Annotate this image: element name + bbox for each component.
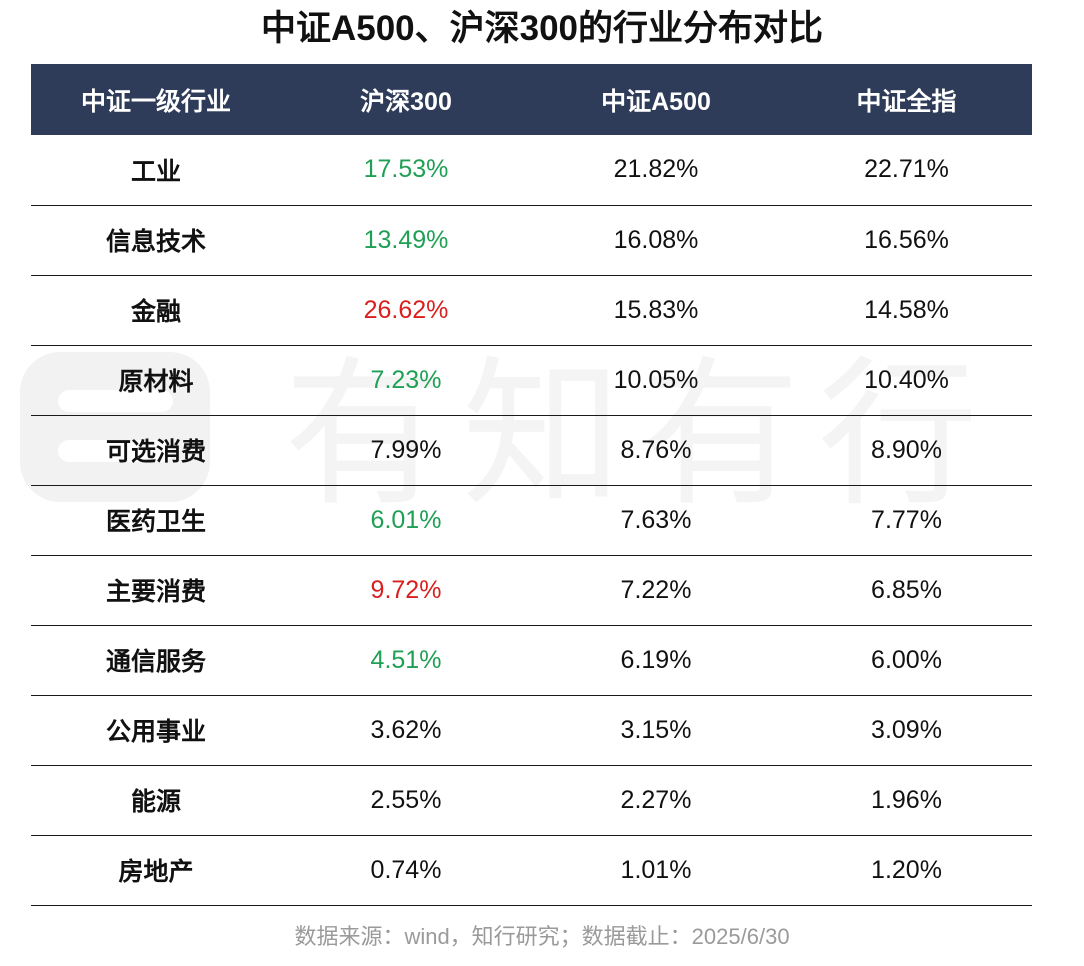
a500-value-cell: 6.19% <box>531 625 781 696</box>
a500-value-cell: 8.76% <box>531 415 781 486</box>
table-row: 通信服务 4.51% 6.19% 6.00% <box>31 625 1032 696</box>
all-index-value-cell: 7.77% <box>781 485 1032 556</box>
table-row: 工业 17.53% 21.82% 22.71% <box>31 135 1032 206</box>
a500-value-cell: 2.27% <box>531 765 781 836</box>
industry-cell: 公用事业 <box>31 695 281 766</box>
column-header-a500: 中证A500 <box>601 87 711 116</box>
hs300-value-cell: 7.99% <box>281 415 531 486</box>
table-body: 工业 17.53% 21.82% 22.71% 信息技术 13.49% 16.08% 16.5… <box>31 135 1032 906</box>
hs300-value-cell: 7.23% <box>281 345 531 416</box>
table-row: 公用事业 3.62% 3.15% 3.09% <box>31 695 1032 766</box>
industry-cell: 信息技术 <box>31 205 281 276</box>
column-header-industry: 中证一级行业 <box>80 87 231 116</box>
industry-cell: 医药卫生 <box>31 485 281 556</box>
all-index-value-cell: 8.90% <box>781 415 1032 486</box>
table-row: 主要消费 9.72% 7.22% 6.85% <box>31 555 1032 626</box>
a500-value-cell: 1.01% <box>531 835 781 906</box>
hs300-value-cell: 17.53% <box>281 135 531 206</box>
a500-value-cell: 7.63% <box>531 485 781 556</box>
a500-value-cell: 3.15% <box>531 695 781 766</box>
a500-value-cell: 21.82% <box>531 135 781 206</box>
column-header-all-index: 中证全指 <box>856 87 957 116</box>
all-index-value-cell: 6.00% <box>781 625 1032 696</box>
chart-title: 中证A500、沪深300的行业分布对比 <box>260 9 824 48</box>
hs300-value-cell: 4.51% <box>281 625 531 696</box>
hs300-value-cell: 26.62% <box>281 275 531 346</box>
hs300-value-cell: 9.72% <box>281 555 531 626</box>
all-index-value-cell: 1.96% <box>781 765 1032 836</box>
a500-value-cell: 7.22% <box>531 555 781 626</box>
industry-cell: 可选消费 <box>31 415 281 486</box>
all-index-value-cell: 22.71% <box>781 135 1032 206</box>
industry-cell: 通信服务 <box>31 625 281 696</box>
industry-cell: 工业 <box>31 135 281 206</box>
industry-cell: 金融 <box>31 275 281 346</box>
table-row: 医药卫生 6.01% 7.63% 7.77% <box>31 485 1032 556</box>
hs300-value-cell: 6.01% <box>281 485 531 556</box>
hs300-value-cell: 3.62% <box>281 695 531 766</box>
source-footnote: 数据来源：wind，知行研究；数据截止：2025/6/30 <box>294 924 790 949</box>
hs300-value-cell: 2.55% <box>281 765 531 836</box>
column-header-hs300: 沪深300 <box>360 87 452 116</box>
industry-comparison-table: 中证一级行业 沪深300 中证A500 中证全指 工业 17.53% 21.82% 2… <box>31 64 1032 906</box>
all-index-value-cell: 3.09% <box>781 695 1032 766</box>
table-row: 房地产 0.74% 1.01% 1.20% <box>31 835 1032 906</box>
industry-cell: 房地产 <box>31 835 281 906</box>
all-index-value-cell: 14.58% <box>781 275 1032 346</box>
table-header-row: 中证一级行业 沪深300 中证A500 中证全指 <box>31 64 1032 135</box>
table-row: 可选消费 7.99% 8.76% 8.90% <box>31 415 1032 486</box>
a500-value-cell: 15.83% <box>531 275 781 346</box>
all-index-value-cell: 10.40% <box>781 345 1032 416</box>
table-row: 金融 26.62% 15.83% 14.58% <box>31 275 1032 346</box>
table-row: 能源 2.55% 2.27% 1.96% <box>31 765 1032 836</box>
all-index-value-cell: 6.85% <box>781 555 1032 626</box>
industry-cell: 能源 <box>31 765 281 836</box>
all-index-value-cell: 16.56% <box>781 205 1032 276</box>
a500-value-cell: 10.05% <box>531 345 781 416</box>
table-row: 原材料 7.23% 10.05% 10.40% <box>31 345 1032 416</box>
industry-cell: 主要消费 <box>31 555 281 626</box>
all-index-value-cell: 1.20% <box>781 835 1032 906</box>
a500-value-cell: 16.08% <box>531 205 781 276</box>
industry-cell: 原材料 <box>31 345 281 416</box>
hs300-value-cell: 0.74% <box>281 835 531 906</box>
table-row: 信息技术 13.49% 16.08% 16.56% <box>31 205 1032 276</box>
hs300-value-cell: 13.49% <box>281 205 531 276</box>
